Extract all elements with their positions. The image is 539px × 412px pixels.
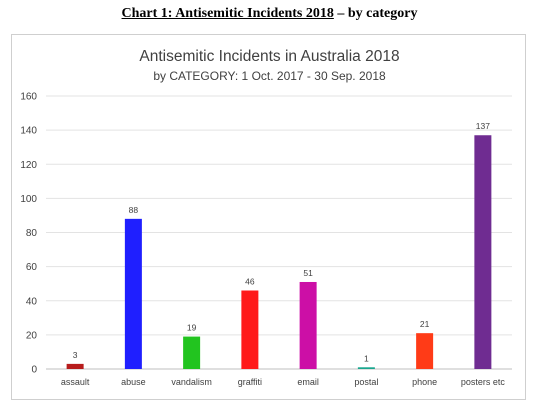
x-tick-label: graffiti	[238, 377, 262, 387]
bar-graffiti	[241, 290, 259, 369]
data-label: 137	[476, 121, 490, 131]
figure-caption: Chart 1: Antisemitic Incidents 2018 – by…	[0, 6, 539, 22]
x-tick-label: posters etc	[461, 377, 506, 387]
data-label: 88	[129, 205, 139, 215]
data-label: 19	[187, 323, 197, 333]
figure-caption-main: Chart 1: Antisemitic Incidents 2018	[121, 6, 334, 21]
chart-title: Antisemitic Incidents in Australia 2018	[139, 48, 400, 65]
y-tick-label: 120	[20, 160, 37, 171]
x-tick-label: phone	[412, 377, 437, 387]
data-label: 46	[245, 277, 255, 287]
y-tick-label: 60	[26, 262, 38, 273]
bar-email	[299, 281, 317, 369]
bar-abuse	[124, 218, 142, 369]
data-label: 3	[73, 350, 78, 360]
y-tick-label: 140	[20, 126, 37, 137]
bar-vandalism	[183, 336, 201, 369]
y-tick-label: 20	[26, 330, 38, 341]
bar-assault	[66, 363, 84, 369]
y-tick-label: 100	[20, 194, 37, 205]
data-label: 1	[364, 353, 369, 363]
bar-phone	[416, 333, 434, 369]
y-tick-label: 40	[26, 296, 38, 307]
x-tick-label: postal	[354, 377, 378, 387]
bar-posters-etc	[474, 135, 492, 369]
y-tick-label: 160	[20, 92, 37, 103]
y-tick-label: 0	[31, 365, 37, 376]
figure-caption-rest: – by category	[333, 6, 418, 21]
data-label: 51	[303, 268, 313, 278]
x-tick-label: assault	[61, 377, 90, 387]
data-label: 21	[420, 319, 430, 329]
chart-subtitle: by CATEGORY: 1 Oct. 2017 - 30 Sep. 2018	[153, 69, 386, 83]
x-tick-label: email	[297, 377, 319, 387]
y-tick-label: 80	[26, 228, 38, 239]
chart-frame	[11, 34, 526, 400]
x-tick-label: vandalism	[171, 377, 212, 387]
bar-postal	[357, 367, 375, 369]
x-tick-label: abuse	[121, 377, 146, 387]
